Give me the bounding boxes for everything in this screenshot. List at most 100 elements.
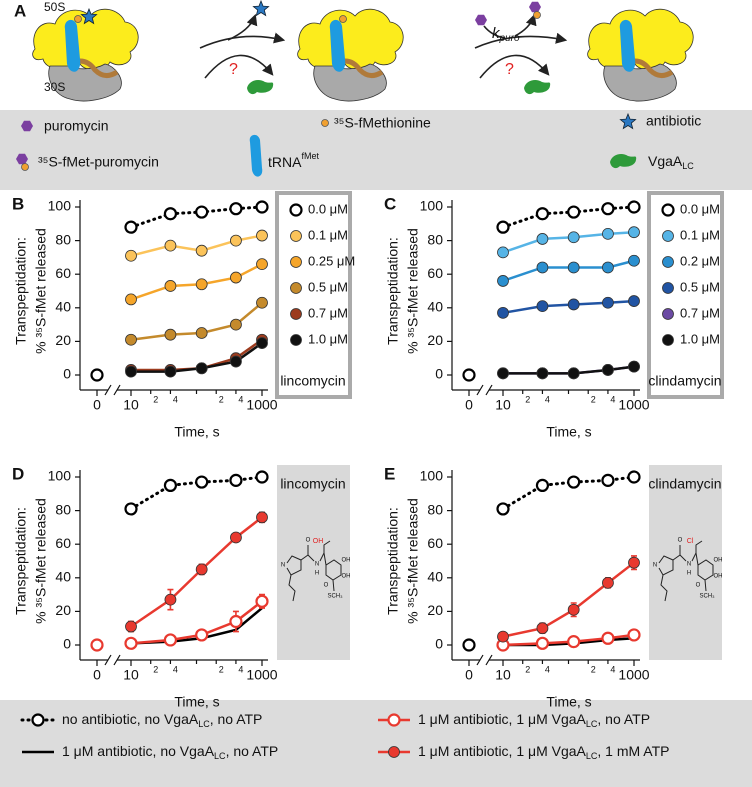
panel-letter: D	[12, 464, 24, 483]
y-axis-label: Transpeptidation:	[13, 507, 29, 615]
y-tick-label: 20	[55, 602, 71, 618]
marker	[255, 200, 269, 214]
x-tick-label: 4	[610, 394, 615, 404]
legend-marker	[387, 713, 401, 727]
y-tick-label: 0	[435, 636, 443, 652]
legend-label: 1 μM antibiotic, 1 μM VgaALC, 1 mM ATP	[418, 743, 669, 762]
marker	[256, 511, 268, 524]
y-tick-label: 20	[55, 332, 71, 348]
marker	[163, 633, 178, 647]
marker	[601, 473, 615, 487]
axis-break	[104, 384, 121, 396]
x-tick-label: 0	[465, 667, 473, 683]
marker	[628, 295, 640, 307]
series-line	[502, 561, 635, 638]
ribosome	[588, 9, 694, 101]
legend-marker	[290, 334, 302, 346]
marker	[567, 475, 581, 489]
legend-marker	[290, 282, 302, 294]
marker	[230, 355, 242, 368]
legend-text: 1 μM antibiotic, 1 μM VgaA	[418, 743, 587, 759]
marker	[256, 229, 268, 242]
marker	[195, 362, 208, 375]
unknown-mark: ?	[229, 61, 238, 78]
atom-label: H	[687, 571, 691, 577]
marker	[163, 478, 178, 492]
x-tick-label: 10	[495, 397, 511, 413]
y-tick-label: 80	[427, 501, 443, 517]
bond	[307, 554, 315, 562]
arrow	[483, 25, 506, 39]
bond	[691, 540, 703, 562]
x-tick-label: 10	[495, 667, 511, 683]
fmet-icon	[22, 164, 29, 171]
legend-marker	[662, 282, 674, 294]
bond	[288, 574, 296, 602]
marker	[497, 367, 509, 380]
marker	[536, 233, 549, 245]
marker	[462, 368, 476, 382]
x-tick-label: 4	[610, 664, 615, 674]
atom-label: O	[324, 583, 329, 589]
marker	[164, 365, 177, 378]
y-tick-label: 40	[427, 299, 443, 315]
legend-label: 0.0 μM	[680, 201, 720, 216]
marker	[164, 239, 177, 252]
marker	[497, 630, 509, 643]
trna-icon	[249, 134, 263, 177]
key-label: VgaALC	[648, 153, 694, 172]
marker	[125, 620, 137, 633]
marker	[535, 478, 550, 492]
key-label: puromycin	[44, 118, 109, 134]
arrow	[474, 32, 568, 49]
marker	[601, 631, 615, 645]
marker	[230, 318, 242, 331]
marker	[567, 231, 580, 244]
axis-break	[476, 384, 493, 396]
marker	[256, 258, 268, 271]
y-tick-label: 60	[55, 265, 71, 281]
arrow	[204, 54, 274, 79]
marker	[536, 300, 549, 313]
legend-text: , no ATP	[597, 711, 650, 727]
bond	[704, 579, 707, 592]
x-axis-label: Time, s	[546, 424, 591, 440]
x-tick-label: 4	[238, 664, 243, 674]
arrow	[199, 32, 286, 49]
bond	[695, 552, 714, 581]
axis-break	[476, 654, 493, 666]
legend-label: 1.0 μM	[680, 331, 720, 346]
y-tick-label: 60	[55, 535, 71, 551]
atom-label: H	[315, 571, 319, 577]
marker	[535, 207, 550, 221]
marker	[536, 261, 549, 274]
rate: k	[492, 25, 501, 42]
legend-label: 0.1 μM	[680, 227, 720, 242]
marker	[195, 327, 208, 339]
atom-label: OH	[313, 538, 324, 545]
marker	[255, 594, 269, 608]
arrow	[514, 13, 537, 37]
atom-label: N	[653, 563, 657, 569]
x-tick-label: 0	[465, 397, 473, 413]
key-sub: LC	[682, 161, 694, 171]
legend-marker	[662, 256, 674, 268]
atom-label: N	[281, 563, 285, 569]
marker	[90, 368, 104, 382]
panel-letter: A	[14, 1, 26, 20]
x-tick-label: 2	[525, 394, 530, 404]
key-label: antibiotic	[646, 113, 701, 129]
fmet-icon	[75, 16, 82, 23]
y-tick-label: 40	[427, 569, 443, 585]
legend-text: 1 μM antibiotic, 1 μM VgaA	[418, 711, 587, 727]
marker	[195, 244, 208, 257]
atom-label: OH	[342, 574, 351, 580]
bond	[660, 574, 668, 602]
rate-sub: puro	[499, 33, 520, 44]
icon-key: puromycin ³⁵S-fMethionine antibiotic ³⁵S…	[0, 110, 752, 190]
marker	[164, 280, 177, 292]
x-tick-label: 10	[123, 397, 139, 413]
y-axis-label: % ³⁵S-fMet released	[33, 228, 49, 354]
